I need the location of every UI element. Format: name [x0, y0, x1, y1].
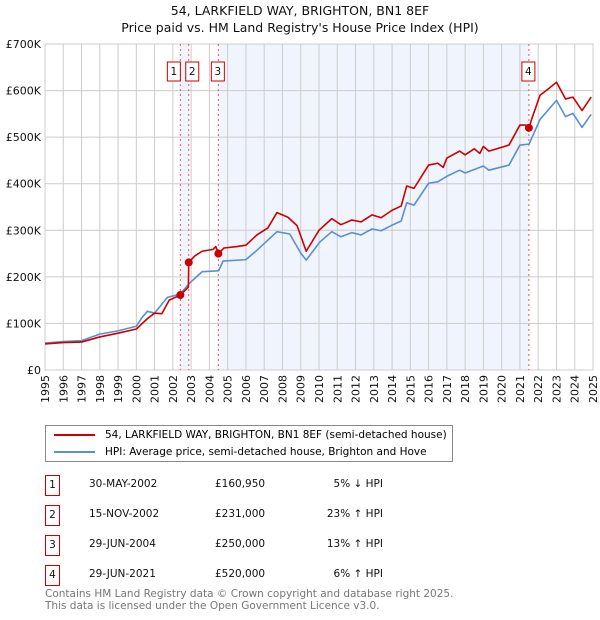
y-tick-label: £300K: [6, 224, 42, 237]
sale-price: £520,000: [215, 568, 266, 580]
y-tick-label: £500K: [6, 131, 42, 144]
x-tick-label: 2008: [276, 375, 289, 403]
y-tick-label: £100K: [6, 317, 42, 330]
x-tick-label: 2019: [477, 375, 490, 403]
legend-line-property: [54, 434, 95, 436]
y-tick-label: £400K: [6, 178, 42, 191]
legend-line-hpi: [54, 451, 95, 453]
x-tick-label: 2017: [441, 375, 454, 403]
chart-title: 54, LARKFIELD WAY, BRIGHTON, BN1 8EF: [170, 3, 430, 18]
sale-price: £160,950: [215, 478, 266, 490]
sale-hpi-diff: 6% ↑ HPI: [333, 568, 383, 580]
x-tick-label: 2009: [295, 375, 308, 403]
sale-date: 15-NOV-2002: [89, 508, 160, 520]
footer-line-2: This data is licensed under the Open Gov…: [45, 600, 380, 612]
sale-label: 3: [215, 66, 222, 78]
x-tick-label: 1999: [112, 375, 125, 403]
sale-point: [214, 249, 223, 258]
sale-number-badge: 2: [45, 505, 60, 526]
sale-hpi-diff: 5% ↓ HPI: [333, 478, 383, 490]
x-tick-label: 1995: [39, 375, 52, 403]
x-tick-label: 2002: [167, 375, 180, 403]
x-tick-label: 2021: [514, 375, 527, 403]
sale-label-box: [210, 61, 225, 82]
x-tick-label: 2001: [149, 375, 162, 403]
x-tick-label: 2007: [258, 375, 271, 403]
sale-label-box: [521, 61, 536, 82]
sale-label: 1: [171, 66, 178, 78]
sale-label: 2: [189, 66, 196, 78]
x-tick-label: 2015: [404, 375, 417, 403]
sale-row: 2 15-NOV-2002 £231,000 23% ↑ HPI: [45, 505, 465, 526]
x-tick-label: 2006: [240, 375, 253, 403]
sale-row: 1 30-MAY-2002 £160,950 5% ↓ HPI: [45, 475, 465, 496]
y-tick-label: £700K: [6, 38, 42, 51]
x-tick-label: 2010: [313, 375, 326, 403]
x-tick-label: 2012: [350, 375, 363, 403]
x-tick-label: 2000: [130, 375, 143, 403]
x-tick-label: 2016: [423, 375, 436, 403]
sale-number-badge: 1: [45, 475, 60, 496]
sale-hpi-diff: 23% ↑ HPI: [326, 508, 383, 520]
sale-date: 30-MAY-2002: [89, 478, 158, 490]
footer: Contains HM Land Registry data © Crown c…: [45, 588, 453, 612]
legend-item-property: 54, LARKFIELD WAY, BRIGHTON, BN1 8EF (se…: [54, 427, 447, 443]
chart-subtitle: Price paid vs. HM Land Registry's House …: [121, 20, 479, 35]
x-tick-label: 2020: [496, 375, 509, 403]
plot-frame: [44, 43, 594, 371]
sale-date: 29-JUN-2004: [89, 538, 156, 550]
sale-price: £231,000: [215, 508, 266, 520]
y-tick-label: £600K: [6, 85, 42, 98]
x-tick-label: 2014: [386, 375, 399, 403]
x-tick-label: 2025: [587, 375, 600, 403]
x-tick-label: 1998: [94, 375, 107, 403]
sale-point: [176, 291, 185, 300]
x-tick-label: 1996: [57, 375, 70, 403]
y-tick-label: £0: [27, 364, 41, 377]
sale-date: 29-JUN-2021: [89, 568, 156, 580]
legend-label-hpi: HPI: Average price, semi-detached house,…: [105, 446, 427, 458]
x-tick-label: 2022: [532, 375, 545, 403]
x-tick-label: 2011: [331, 375, 344, 403]
sale-number-badge: 3: [45, 535, 60, 556]
x-tick-label: 2004: [203, 375, 216, 403]
sale-label-box: [185, 61, 200, 82]
shaded-period: [180, 44, 189, 370]
sale-hpi-diff: 13% ↑ HPI: [326, 538, 383, 550]
sale-point: [524, 123, 533, 132]
y-tick-label: £200K: [6, 271, 42, 284]
legend-item-hpi: HPI: Average price, semi-detached house,…: [54, 444, 427, 460]
x-tick-label: 2005: [222, 375, 235, 403]
x-tick-label: 2023: [550, 375, 563, 403]
x-tick-label: 2024: [569, 375, 582, 403]
price-chart: 1995 1996 1997 1998 1999 2000 2001 2002 2003 2004…: [6, 38, 600, 403]
x-tick-label: 2013: [368, 375, 381, 403]
x-tick-label: 1997: [76, 375, 89, 403]
sale-number-badge: 4: [45, 565, 60, 586]
sale-point: [184, 258, 193, 267]
legend: 54, LARKFIELD WAY, BRIGHTON, BN1 8EF (se…: [45, 425, 453, 462]
sale-label: 4: [525, 66, 532, 78]
sale-row: 3 29-JUN-2004 £250,000 13% ↑ HPI: [45, 535, 465, 556]
sale-price: £250,000: [215, 538, 266, 550]
footer-line-1: Contains HM Land Registry data © Crown c…: [45, 588, 454, 600]
sale-label-box: [166, 61, 181, 82]
x-tick-label: 2018: [459, 375, 472, 403]
legend-label-property: 54, LARKFIELD WAY, BRIGHTON, BN1 8EF (se…: [105, 429, 447, 441]
sale-row: 4 29-JUN-2021 £520,000 6% ↑ HPI: [45, 565, 465, 586]
x-tick-label: 2003: [185, 375, 198, 403]
